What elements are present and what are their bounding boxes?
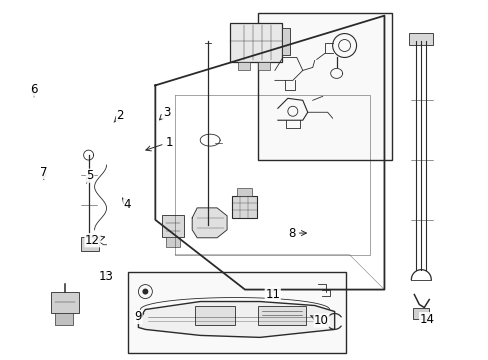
Bar [258, 62, 269, 71]
Text: 10: 10 [310, 314, 328, 327]
Polygon shape [138, 302, 334, 337]
Text: 13: 13 [98, 270, 113, 283]
Text: 3: 3 [159, 106, 170, 120]
Text: 12: 12 [85, 234, 104, 247]
Bar [55, 314, 73, 325]
Bar [237, 188, 251, 196]
Bar [128, 272, 345, 353]
Text: 11: 11 [264, 288, 280, 301]
Bar [81, 237, 99, 251]
Text: 1: 1 [145, 136, 172, 151]
Bar [258, 13, 392, 160]
Bar [166, 237, 180, 247]
Text: 6: 6 [30, 83, 38, 97]
Text: 7: 7 [40, 166, 47, 179]
Bar [412, 307, 428, 319]
Bar [162, 215, 184, 237]
Text: 9: 9 [134, 310, 143, 324]
Polygon shape [192, 208, 226, 238]
Circle shape [142, 289, 148, 294]
Text: 14: 14 [419, 312, 434, 326]
Bar [229, 23, 281, 62]
Text: 4: 4 [122, 198, 131, 211]
Text: 2: 2 [114, 109, 124, 122]
Bar [238, 62, 249, 71]
Bar [232, 196, 256, 218]
Bar [258, 306, 305, 325]
Bar [281, 28, 289, 55]
Bar [51, 292, 79, 314]
Bar [195, 306, 235, 325]
Text: 5: 5 [86, 169, 94, 183]
Bar [408, 32, 432, 45]
Text: 8: 8 [288, 226, 306, 239]
